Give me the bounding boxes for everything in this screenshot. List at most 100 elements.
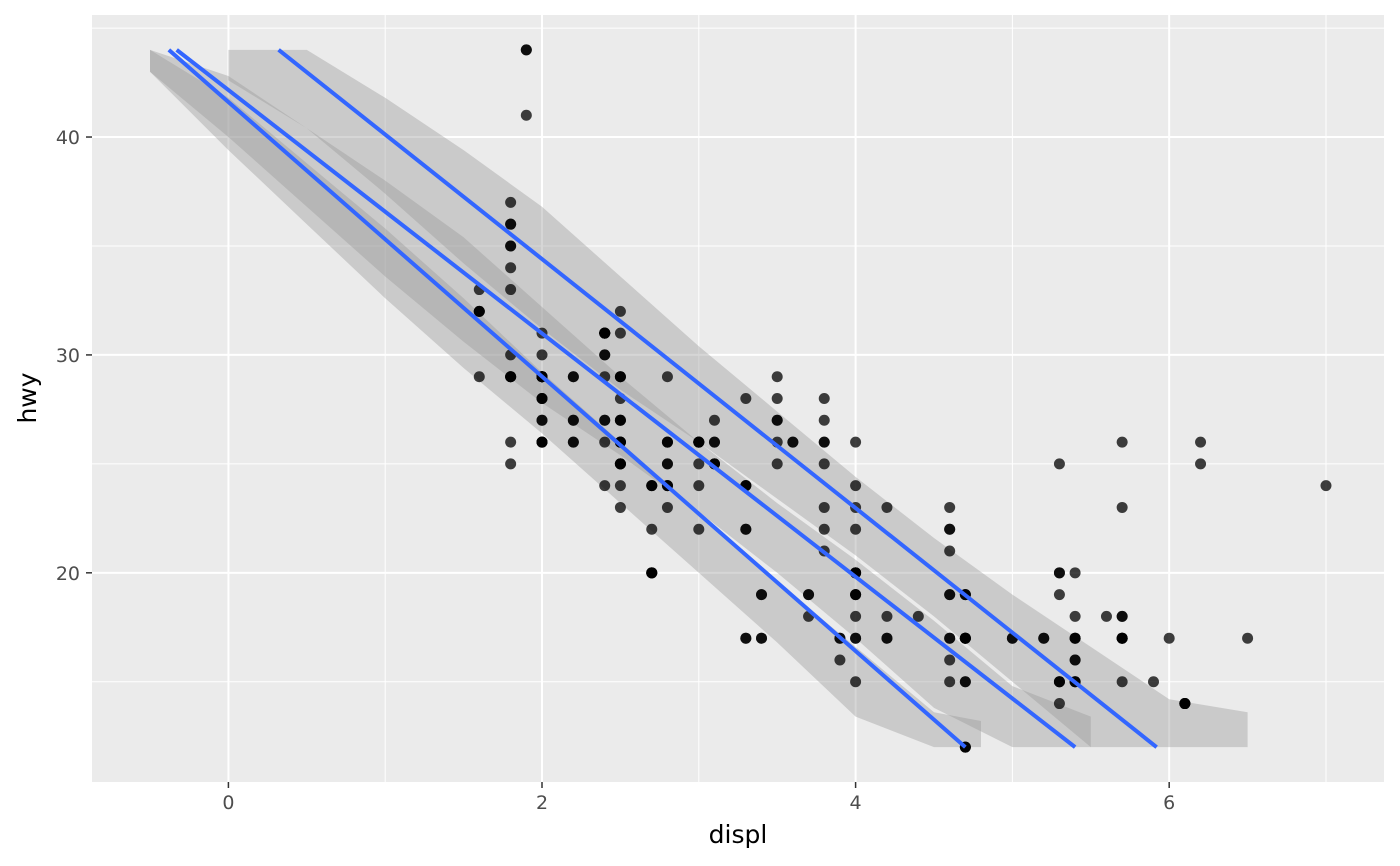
- data-point: [505, 196, 517, 208]
- data-point: [787, 436, 799, 448]
- data-point: [959, 676, 971, 688]
- data-point: [473, 371, 485, 383]
- data-point: [944, 501, 956, 513]
- data-point: [1053, 567, 1065, 579]
- data-point: [740, 523, 752, 535]
- data-point: [818, 458, 830, 470]
- x-axis-title: displ: [709, 820, 768, 849]
- fit-line: [167, 48, 967, 749]
- data-point: [756, 589, 768, 601]
- data-point: [646, 480, 658, 492]
- data-point: [959, 632, 971, 644]
- data-point: [536, 436, 548, 448]
- data-point: [536, 349, 548, 361]
- data-point: [505, 284, 517, 296]
- data-point: [599, 436, 611, 448]
- data-point: [1116, 676, 1128, 688]
- data-point: [614, 371, 626, 383]
- data-point: [567, 436, 579, 448]
- fit-line: [175, 48, 1077, 749]
- data-point: [1053, 458, 1065, 470]
- y-tick-label: 30: [56, 345, 80, 367]
- x-tick-label: 0: [222, 792, 234, 814]
- data-point: [834, 654, 846, 666]
- data-point: [536, 414, 548, 426]
- data-point: [818, 393, 830, 404]
- data-point: [1179, 698, 1191, 710]
- data-point: [708, 436, 720, 448]
- data-point: [614, 480, 626, 492]
- data-point: [693, 436, 705, 448]
- data-point: [708, 414, 720, 426]
- data-point: [818, 436, 830, 448]
- data-point: [599, 349, 611, 361]
- data-point: [1038, 632, 1050, 644]
- y-tick-label: 40: [56, 127, 80, 149]
- x-axis-ticks: 0 2 4 6: [222, 782, 1175, 814]
- data-point: [567, 414, 579, 426]
- data-point: [599, 480, 611, 492]
- data-point: [1116, 610, 1128, 622]
- data-point: [850, 480, 862, 492]
- data-point: [520, 109, 532, 121]
- x-tick-label: 2: [536, 792, 548, 814]
- scatter-points: [473, 44, 1332, 753]
- data-point: [693, 523, 705, 535]
- data-point: [756, 632, 768, 644]
- data-point: [693, 458, 705, 470]
- data-point: [1195, 436, 1207, 448]
- data-point: [646, 567, 658, 579]
- data-point: [771, 458, 783, 470]
- data-point: [505, 436, 517, 448]
- data-point: [536, 393, 548, 404]
- fit-lines: [167, 48, 1158, 749]
- y-tick-label: 20: [56, 563, 80, 585]
- data-point: [771, 414, 783, 426]
- data-point: [850, 436, 862, 448]
- data-point: [944, 654, 956, 666]
- data-point: [599, 327, 611, 339]
- data-point: [1069, 654, 1081, 666]
- data-point: [1053, 589, 1065, 601]
- data-point: [740, 393, 752, 404]
- data-point: [1116, 501, 1128, 513]
- data-point: [614, 458, 626, 470]
- data-point: [912, 610, 924, 622]
- data-point: [1163, 632, 1175, 644]
- data-point: [661, 501, 673, 513]
- data-point: [881, 632, 893, 644]
- data-point: [1069, 632, 1081, 644]
- data-point: [473, 305, 485, 317]
- data-point: [944, 545, 956, 557]
- data-point: [803, 589, 815, 601]
- data-point: [614, 414, 626, 426]
- data-point: [693, 480, 705, 492]
- data-point: [614, 501, 626, 513]
- data-point: [850, 610, 862, 622]
- confidence-ribbon: [228, 49, 1248, 748]
- data-point: [740, 632, 752, 644]
- data-point: [505, 371, 517, 383]
- x-tick-label: 6: [1163, 792, 1175, 814]
- data-point: [661, 371, 673, 383]
- data-point: [818, 501, 830, 513]
- data-point: [1069, 567, 1081, 579]
- data-point: [614, 327, 626, 339]
- data-point: [505, 458, 517, 470]
- data-point: [771, 371, 783, 383]
- data-point: [505, 262, 517, 274]
- data-point: [881, 501, 893, 513]
- y-axis-ticks: 20 30 40: [56, 127, 92, 585]
- data-point: [661, 436, 673, 448]
- data-point: [881, 610, 893, 622]
- data-point: [850, 676, 862, 688]
- data-point: [944, 523, 956, 535]
- data-point: [1069, 610, 1081, 622]
- data-point: [1148, 676, 1160, 688]
- data-point: [944, 632, 956, 644]
- data-point: [1242, 632, 1254, 644]
- data-point: [944, 676, 956, 688]
- data-point: [944, 589, 956, 601]
- data-point: [850, 589, 862, 601]
